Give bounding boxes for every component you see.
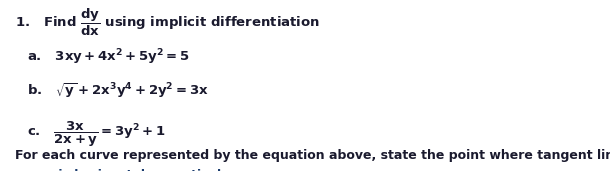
Text: b.   $\mathbf{\sqrt{y} + 2x^3y^4 + 2y^2 = 3x}$: b. $\mathbf{\sqrt{y} + 2x^3y^4 + 2y^2 = …: [27, 82, 209, 101]
Text: 1.   Find $\mathbf{\dfrac{dy}{dx}}$ using implicit differentiation: 1. Find $\mathbf{\dfrac{dy}{dx}}$ using …: [15, 7, 320, 38]
Text: c.   $\mathbf{\dfrac{3x}{2x+y} = 3y^2 + 1}$: c. $\mathbf{\dfrac{3x}{2x+y} = 3y^2 + 1}…: [27, 120, 166, 149]
Text: curve is horizontal or vertical.: curve is horizontal or vertical.: [15, 169, 226, 171]
Text: For each curve represented by the equation above, state the point where tangent : For each curve represented by the equati…: [15, 149, 610, 162]
Text: a.   $\mathbf{3xy + 4x^2 + 5y^2 = 5}$: a. $\mathbf{3xy + 4x^2 + 5y^2 = 5}$: [27, 48, 190, 68]
